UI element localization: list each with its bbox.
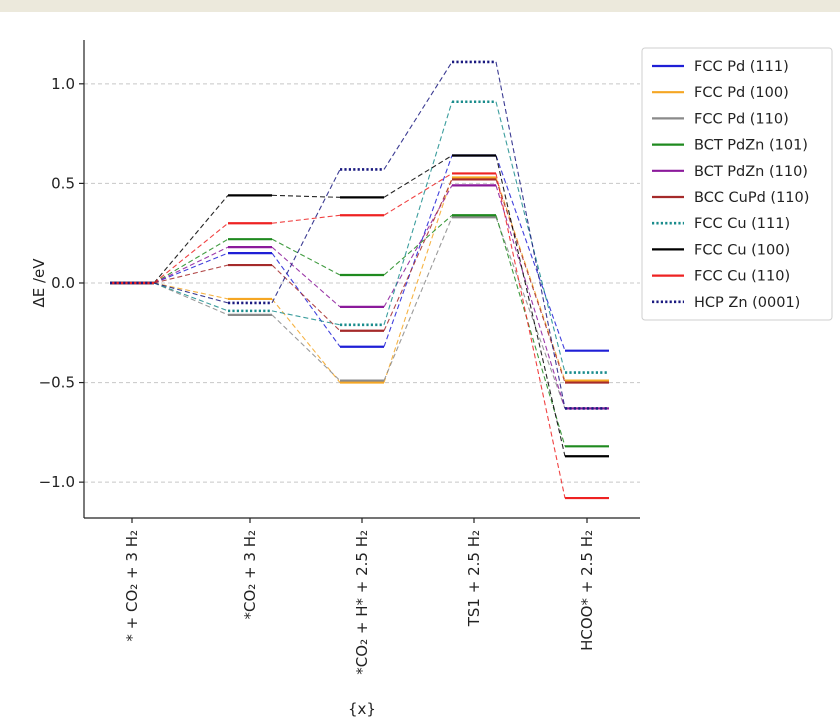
connector-line [153, 194, 229, 284]
legend-label: FCC Pd (110) [694, 111, 789, 127]
legend: FCC Pd (111) FCC Pd (100) FCC Pd (110) BCT … [641, 47, 833, 321]
connector-line [271, 194, 341, 198]
connector-line [495, 179, 566, 383]
connector-line [153, 282, 229, 304]
legend-label: FCC Cu (110) [694, 269, 790, 285]
axes [83, 40, 640, 519]
legend-box [641, 47, 833, 321]
connector-line [383, 155, 453, 198]
connector-line [271, 314, 341, 381]
y-tick-label: 1.0 [51, 75, 75, 93]
connector-line [153, 282, 229, 300]
y-axis-label: ΔE /eV [30, 258, 48, 308]
connector-line [495, 155, 566, 457]
connector-line [153, 246, 229, 284]
x-tick-label: * + CO₂ + 3 H₂ [123, 530, 141, 642]
connector-line [495, 155, 566, 351]
connector-line [383, 61, 453, 170]
y-tick-label: −1.0 [39, 473, 75, 491]
connector-line [271, 298, 341, 383]
x-tick-label: *CO₂ + 3 H₂ [241, 530, 259, 620]
top-border-strip [0, 0, 840, 12]
connector-line [383, 214, 453, 276]
y-tick-label: 0.0 [51, 274, 75, 292]
connector-line [383, 155, 453, 347]
legend-label: FCC Pd (100) [694, 85, 789, 101]
connector-line [495, 177, 566, 381]
x-tick-label: *CO₂ + H* + 2.5 H₂ [353, 530, 371, 675]
connector-line [495, 173, 566, 499]
y-tick-label: −0.5 [39, 374, 75, 392]
connector-line [153, 238, 229, 284]
grid-lines [84, 83, 640, 483]
connector-line [271, 169, 341, 304]
x-tick-label: TS1 + 2.5 H₂ [465, 530, 483, 627]
connector-line [153, 252, 229, 284]
connector-line [383, 101, 453, 325]
connector-lines [153, 61, 566, 499]
connector-line [271, 310, 341, 326]
legend-label: BCT PdZn (101) [694, 138, 808, 154]
legend-label: BCC CuPd (110) [694, 190, 809, 206]
legend-label: HCP Zn (0001) [694, 295, 800, 311]
connector-line [153, 222, 229, 284]
connector-line [153, 282, 229, 312]
connector-line [271, 252, 341, 348]
connector-line [271, 238, 341, 276]
x-tick-label: HCOO* + 2.5 H₂ [578, 530, 596, 651]
legend-label: BCT PdZn (110) [694, 164, 808, 180]
x-ticks: * + CO₂ + 3 H₂ *CO₂ + 3 H₂ *CO₂ + H* + 2.5… [123, 518, 596, 675]
x-axis-label: {x} [348, 700, 376, 718]
connector-line [383, 172, 453, 216]
y-ticks: 1.0 0.5 0.0 −0.5 −1.0 [39, 75, 84, 491]
connector-line [495, 217, 566, 409]
connector-line [495, 61, 566, 409]
connector-line [383, 217, 453, 381]
legend-label: FCC Cu (100) [694, 242, 790, 258]
connector-line [383, 179, 453, 332]
y-tick-label: 0.5 [51, 174, 75, 192]
energy-levels [110, 60, 609, 500]
connector-line [153, 264, 229, 284]
connector-line [271, 214, 341, 224]
connector-line [383, 185, 453, 308]
legend-label: FCC Pd (111) [694, 59, 789, 75]
connector-line [153, 282, 229, 316]
connector-line [495, 185, 566, 409]
connector-line [271, 246, 341, 308]
legend-label: FCC Cu (111) [694, 216, 790, 232]
connector-line [383, 177, 453, 383]
